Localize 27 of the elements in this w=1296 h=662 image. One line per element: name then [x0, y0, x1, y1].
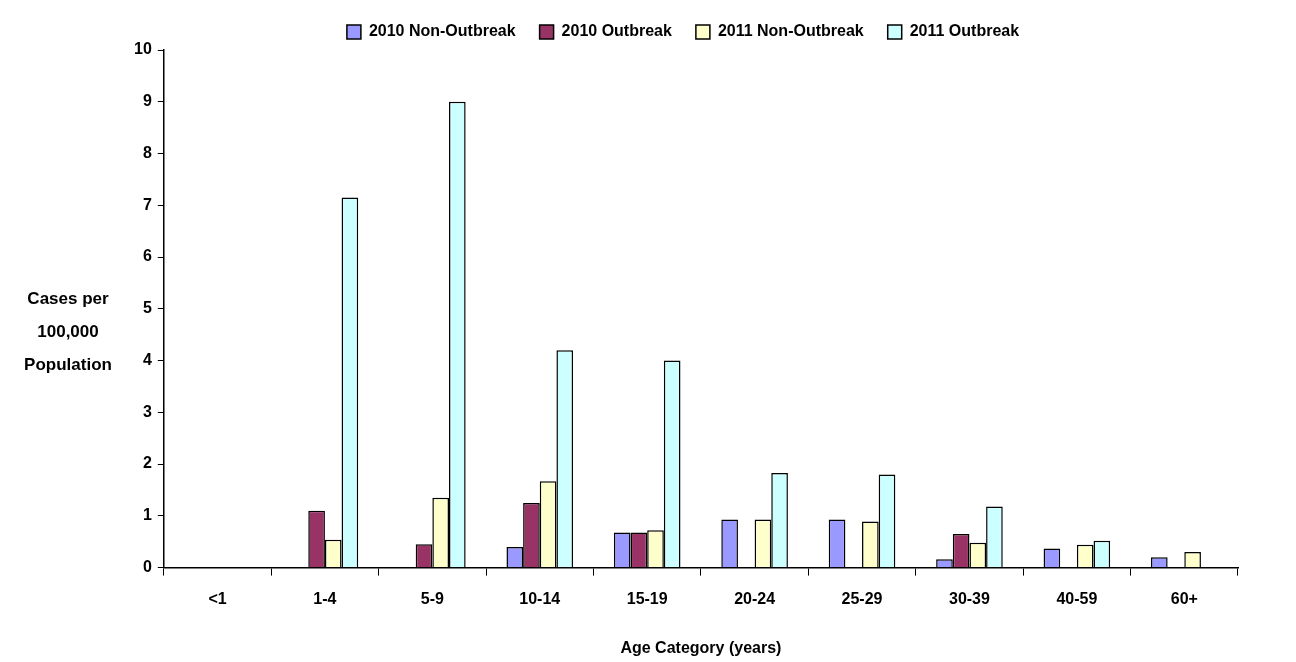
- x-tick-label: 60+: [1170, 589, 1198, 607]
- y-tick-label: 4: [142, 350, 152, 368]
- x-tick-label: 30-39: [948, 589, 991, 607]
- legend-label: 2011 Non-Outbreak: [717, 22, 864, 40]
- x-tick-label: <1: [208, 589, 227, 607]
- y-tick-label: 9: [142, 92, 152, 110]
- x-tick-label: 20-24: [734, 589, 776, 607]
- legend-label: 2010 Non-Outbreak: [368, 22, 516, 40]
- x-tick-label: 1-4: [313, 589, 337, 607]
- y-tick-label: 5: [142, 299, 152, 317]
- legend-label: 2010 Outbreak: [561, 22, 672, 40]
- y-axis-title: Cases per 100,000 Population: [23, 287, 113, 376]
- y-tick-label: 10: [134, 40, 152, 58]
- y-tick-label: 3: [142, 402, 152, 420]
- y-tick-label: 1: [142, 506, 152, 524]
- y-tick-label: 2: [142, 454, 152, 472]
- y-tick-label: 6: [142, 247, 152, 265]
- x-tick-label: 15-19: [626, 589, 668, 607]
- y-tick-label: 0: [142, 558, 152, 576]
- y-tick-label: 7: [142, 195, 152, 213]
- x-tick-label: 10-14: [519, 589, 561, 607]
- x-axis-title: Age Category (years): [620, 638, 782, 656]
- y-tick-label: 8: [142, 143, 152, 161]
- x-tick-label: 5-9: [420, 589, 445, 607]
- x-tick-label: 25-29: [841, 589, 883, 607]
- x-tick-label: 40-59: [1056, 589, 1098, 607]
- legend-label: 2011 Outbreak: [909, 22, 1020, 40]
